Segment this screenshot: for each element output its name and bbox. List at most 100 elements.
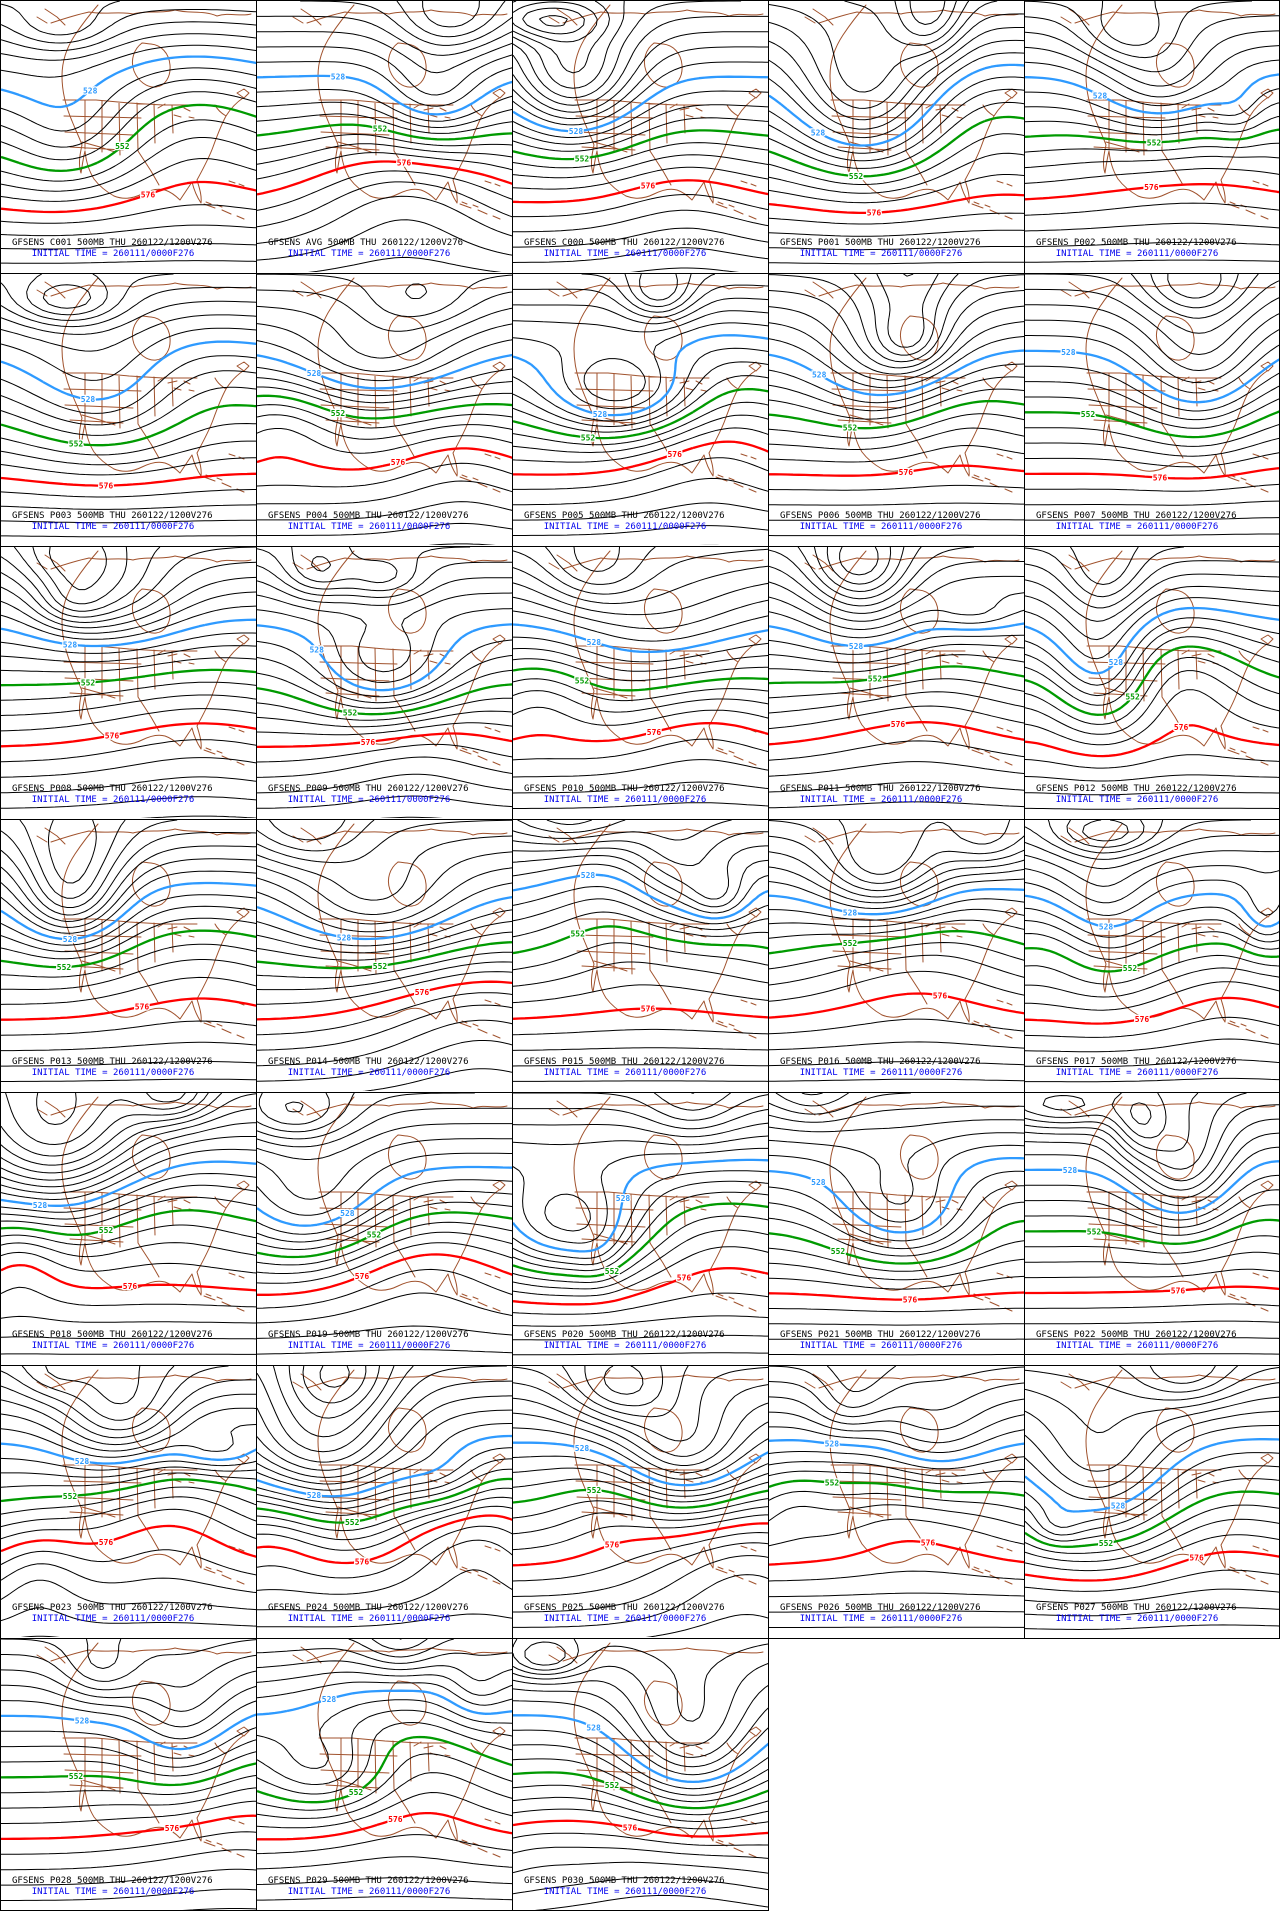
highlight-contour-528 <box>513 873 768 920</box>
height-contour <box>513 31 768 113</box>
height-contour <box>769 1 998 93</box>
highlight-contour-528 <box>257 353 512 390</box>
height-contour <box>257 1468 512 1516</box>
highlight-contour-552 <box>513 667 768 692</box>
height-contour <box>1025 906 1279 938</box>
contour-value-label: 528 <box>825 1440 840 1449</box>
highlight-contour-552 <box>1 1762 256 1787</box>
highlight-contour-576 <box>1025 183 1279 201</box>
height-contour <box>1 137 256 192</box>
height-contour <box>257 722 512 736</box>
height-contour <box>513 1397 768 1466</box>
height-contour <box>257 219 512 261</box>
height-contour <box>769 1201 1024 1257</box>
height-contour <box>513 706 768 726</box>
height-contour <box>182 1908 256 1910</box>
height-contour <box>545 547 656 585</box>
panel-title: GFSENS P024 500MB THU 260122/1200V276 <box>268 1603 469 1613</box>
height-contour <box>257 1671 512 1696</box>
height-contour <box>513 1467 768 1497</box>
contour-lines: 528 552 576 <box>1025 1 1279 263</box>
panel-title: GFSENS P005 500MB THU 260122/1200V276 <box>524 511 725 521</box>
height-contour <box>1025 335 1279 394</box>
contour-lines: 528 552 576 <box>513 1366 768 1637</box>
height-contour <box>769 1396 1024 1431</box>
height-contour <box>1 1508 256 1540</box>
height-contour <box>1 776 256 794</box>
contour-map: 528 552 576 <box>513 1093 768 1356</box>
contour-lines: 528 552 576 <box>769 1366 1024 1628</box>
height-contour <box>257 1447 512 1503</box>
highlight-contour-528 <box>513 1714 768 1784</box>
panel-initial-time: INITIAL TIME = 260111/0000F276 <box>287 249 451 259</box>
contour-value-label: 552 <box>99 1226 114 1235</box>
height-contour <box>257 1856 512 1870</box>
height-contour <box>1025 1607 1279 1617</box>
height-contour <box>1 1148 256 1200</box>
height-contour <box>257 1268 512 1309</box>
forecast-panel-P015: 528 552 576 GFSENS P015 500MB THU 260122/1… <box>512 819 769 1093</box>
height-contour <box>45 1366 141 1405</box>
height-contour <box>379 816 444 818</box>
contour-value-label: 552 <box>831 1247 846 1256</box>
height-contour <box>1 1654 256 1691</box>
highlight-contour-552 <box>769 665 1024 685</box>
height-contour <box>257 1221 512 1266</box>
highlight-contour-576 <box>513 440 768 476</box>
height-contour <box>1025 1366 1279 1401</box>
height-contour <box>1 1607 256 1627</box>
height-contour <box>1 757 256 778</box>
height-contour <box>1 1224 256 1246</box>
height-contour <box>1 535 256 538</box>
height-contour <box>513 898 768 931</box>
height-contour <box>1 457 256 476</box>
contour-value-label: 528 <box>811 128 826 137</box>
height-contour <box>513 414 768 453</box>
contour-value-label: 576 <box>397 158 412 167</box>
contour-value-label: 576 <box>388 1815 403 1824</box>
contour-map: 528 552 576 <box>513 1639 768 1910</box>
contour-value-label: 552 <box>843 939 858 948</box>
contour-map: 528 552 576 <box>769 820 1024 1082</box>
height-contour <box>513 1108 768 1130</box>
height-contour <box>769 519 1024 521</box>
height-contour <box>257 1877 512 1885</box>
forecast-panel-AVG: 528 552 576 GFSENS AVG 500MB THU 260122/12… <box>256 0 513 274</box>
contour-value-label: 552 <box>343 709 358 718</box>
height-contour <box>257 1366 414 1453</box>
highlight-contour-552 <box>1 929 256 969</box>
height-contour <box>513 227 768 248</box>
height-contour <box>513 375 768 433</box>
height-contour <box>1025 573 1279 622</box>
height-contour <box>48 820 97 884</box>
highlight-contour-528 <box>513 623 768 654</box>
contour-value-label: 552 <box>1087 1228 1102 1237</box>
height-contour <box>769 52 1024 139</box>
height-contour <box>769 246 1024 251</box>
height-contour <box>769 335 1024 389</box>
panel-initial-time: INITIAL TIME = 260111/0000F276 <box>799 249 963 259</box>
height-contour <box>769 261 1024 265</box>
height-contour <box>1 1407 256 1452</box>
height-contour <box>1 1196 256 1227</box>
height-contour <box>1 423 256 456</box>
highlight-contour-576 <box>513 1266 768 1306</box>
contour-value-label: 552 <box>1147 138 1162 147</box>
height-contour <box>513 1498 768 1519</box>
height-contour <box>1 1563 256 1594</box>
height-contour <box>1 708 256 732</box>
height-contour <box>1025 222 1279 232</box>
height-contour <box>513 1506 768 1535</box>
height-contour <box>257 1505 512 1551</box>
height-contour <box>1 158 256 202</box>
panel-title: GFSENS P028 500MB THU 260122/1200V276 <box>12 1876 213 1886</box>
height-contour <box>1025 850 1279 887</box>
height-contour <box>1025 1410 1279 1488</box>
height-contour <box>257 1242 512 1284</box>
height-contour <box>513 1679 768 1758</box>
height-contour <box>1025 533 1279 536</box>
height-contour <box>1 845 256 922</box>
height-contour <box>1 300 256 335</box>
contour-lines: 528 552 576 <box>513 1639 768 1910</box>
